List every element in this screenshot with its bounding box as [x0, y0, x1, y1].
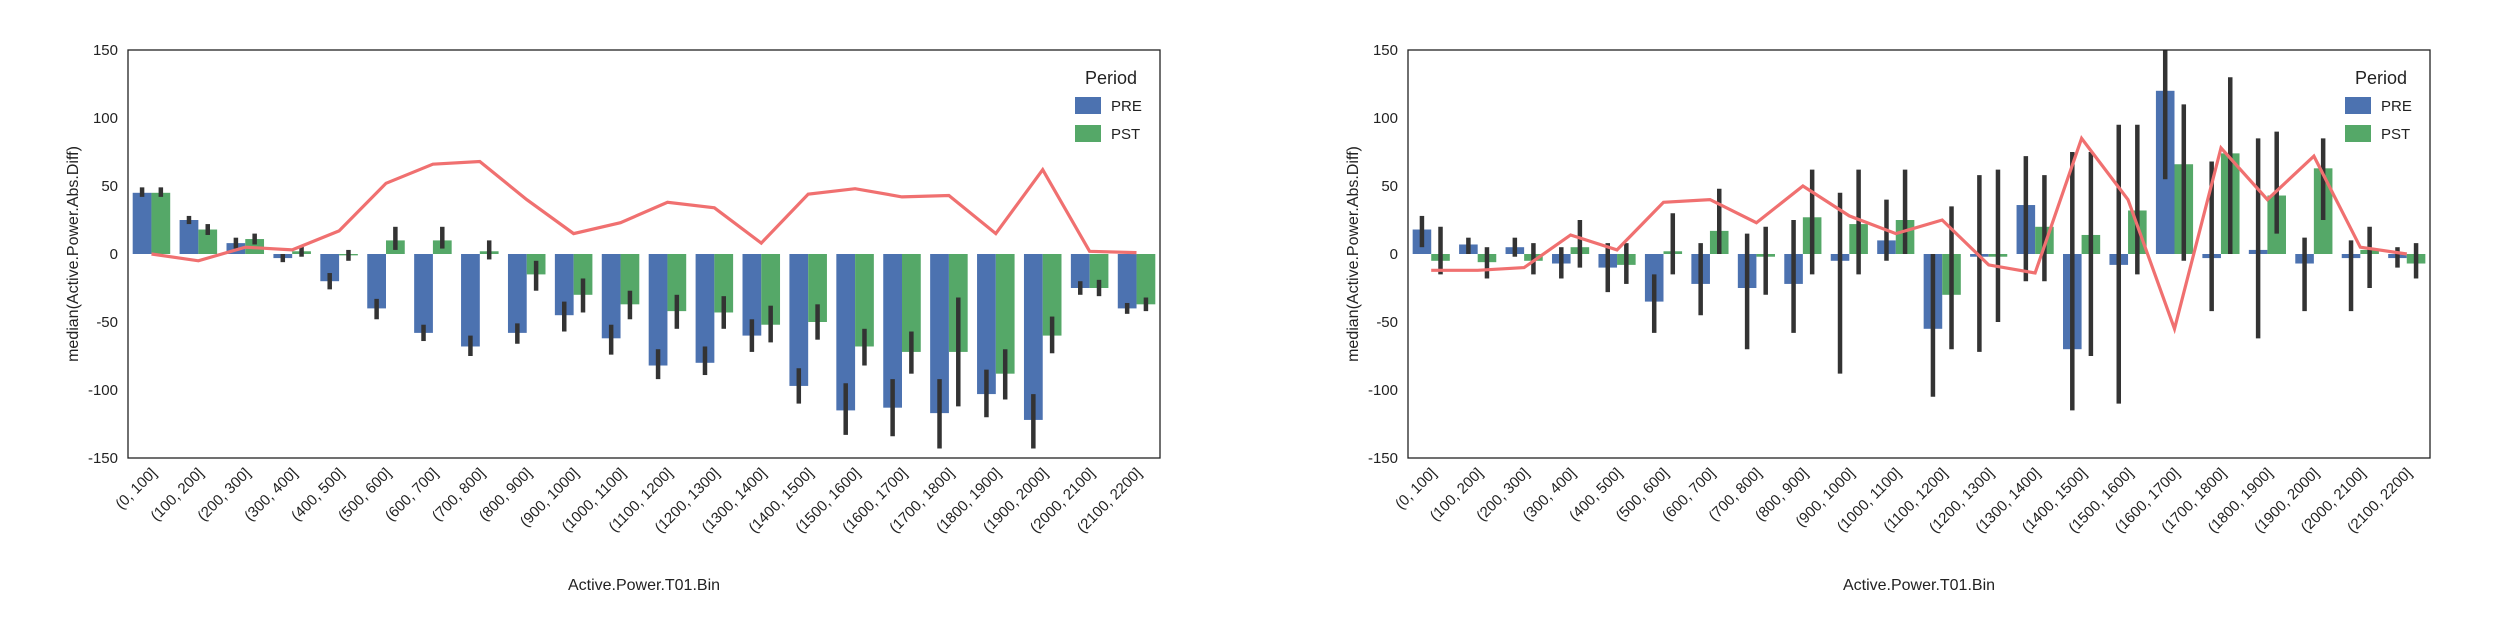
bar-pst [1042, 254, 1062, 336]
y-tick-label: 150 [93, 42, 118, 59]
y-axis-label: median(Active.Power.Abs.Diff) [65, 146, 82, 362]
legend-swatch-pst [2345, 125, 2371, 142]
difference-line [151, 159, 1137, 263]
bar-pst [714, 254, 734, 313]
bar-pst [573, 254, 593, 295]
x-axis-label: Active.Power.T01.Bin [1843, 577, 1995, 594]
y-tick-label: 100 [1373, 110, 1398, 127]
legend-label-pre: PRE [2381, 98, 2412, 115]
bar-pst [151, 192, 171, 254]
bar-pre [601, 254, 621, 339]
bar-pre [1023, 254, 1043, 420]
y-tick-label: 0 [110, 246, 118, 263]
bar-pst [1089, 254, 1109, 288]
bar-pre [1070, 254, 1090, 288]
bar-pre [461, 254, 480, 347]
x-axis-label: Active.Power.T01.Bin [568, 577, 720, 594]
bar-pst [1136, 254, 1156, 305]
y-tick-label: -150 [1368, 450, 1398, 467]
legend-title: Period [2355, 68, 2407, 88]
legend-label-pst: PST [1111, 126, 1140, 143]
bar-pst [198, 229, 218, 254]
legend-label-pre: PRE [1111, 98, 1142, 115]
plot-area [132, 159, 1156, 449]
legend-swatch-pre [1075, 97, 1101, 114]
axes-frame [1407, 49, 2431, 459]
bar-pre [320, 254, 340, 282]
legend: Period PRE PST [1075, 68, 1142, 143]
bar-pre [507, 254, 527, 333]
difference-line [1431, 135, 2408, 335]
bar-pre [836, 254, 856, 411]
bar-pre [1117, 254, 1137, 309]
bar-pre [414, 254, 433, 333]
bar-pre [789, 254, 809, 386]
legend-title: Period [1085, 68, 1137, 88]
bar-pst [995, 254, 1015, 374]
y-tick-label: -100 [88, 382, 118, 399]
bar-pre [977, 254, 996, 395]
bar-pre [742, 254, 762, 336]
y-tick-label: -100 [1368, 382, 1398, 399]
y-tick-label: -50 [96, 314, 118, 331]
y-tick-label: 100 [93, 110, 118, 127]
bar-pst [667, 254, 687, 312]
y-tick-label: -50 [1376, 314, 1398, 331]
legend: Period PRE PST [2345, 68, 2412, 143]
y-tick-label: 50 [1381, 178, 1398, 195]
bar-pst [902, 254, 921, 352]
plot-area [1412, 50, 2426, 411]
bar-pst [855, 254, 874, 347]
bar-pre [930, 254, 949, 414]
axes-frame [127, 49, 1161, 459]
bar-pre [367, 254, 386, 309]
bar-pst [620, 254, 640, 305]
bar-pre [648, 254, 668, 366]
legend-swatch-pre [2345, 97, 2371, 114]
bar-pst [761, 254, 781, 325]
bar-pre [883, 254, 902, 408]
y-tick-label: -150 [88, 450, 118, 467]
legend-label-pst: PST [2381, 126, 2410, 143]
bar-pre [695, 254, 715, 363]
bar-pre [179, 220, 199, 254]
y-tick-label: 50 [101, 178, 118, 195]
y-tick-label: 150 [1373, 42, 1398, 59]
y-tick-label: 0 [1390, 246, 1398, 263]
bar-pre [554, 254, 574, 316]
bar-pre [132, 192, 152, 254]
y-axis-label: median(Active.Power.Abs.Diff) [1345, 146, 1362, 362]
legend-swatch-pst [1075, 125, 1101, 142]
bar-pst [808, 254, 827, 322]
